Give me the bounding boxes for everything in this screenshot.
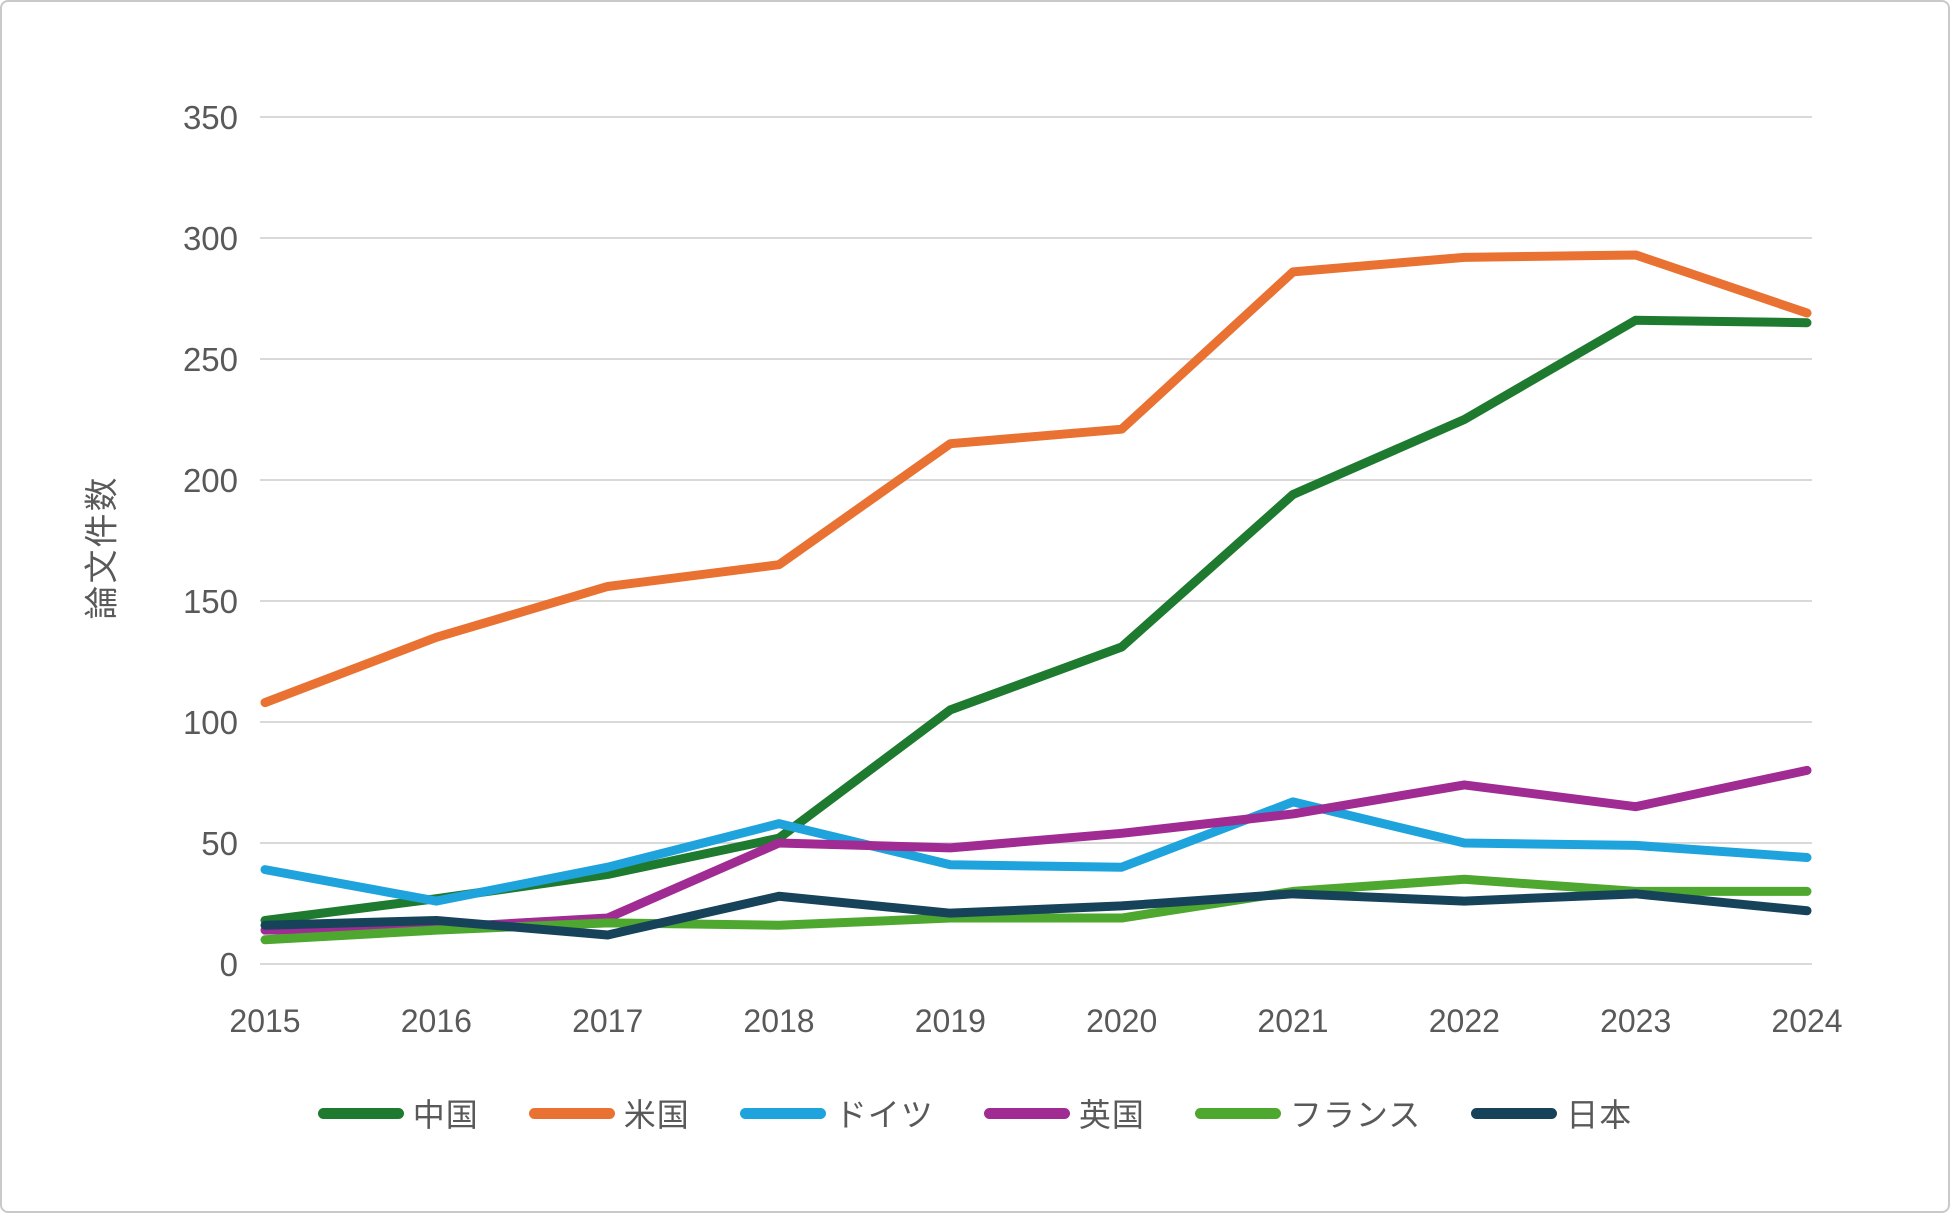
- x-tick-label: 2016: [401, 1003, 472, 1039]
- series-line-米国: [260, 250, 1812, 708]
- legend-item-france: フランス: [1194, 1090, 1422, 1136]
- y-tick-label: 0: [220, 946, 238, 983]
- y-tick-label: 50: [201, 825, 238, 862]
- y-tick-label: 200: [183, 462, 238, 499]
- legend-label: フランス: [1289, 1097, 1422, 1133]
- y-tick-label: 150: [183, 583, 238, 620]
- legend-item-germany: ドイツ: [739, 1090, 934, 1136]
- y-tick-label: 100: [183, 704, 238, 741]
- legend-item-uk: 英国: [983, 1090, 1145, 1136]
- x-tick-label: 2021: [1257, 1003, 1328, 1039]
- legend-swatch-icon: [739, 1107, 826, 1119]
- legend-label: 中国: [412, 1097, 479, 1133]
- legend-item-japan: 日本: [1471, 1090, 1632, 1136]
- legend-swatch-icon: [1471, 1107, 1558, 1119]
- x-tick-label: 2018: [743, 1003, 814, 1039]
- legend-swatch-icon: [528, 1107, 615, 1119]
- x-tick-label: 2017: [572, 1003, 643, 1039]
- x-tick-label: 2023: [1600, 1003, 1671, 1039]
- y-tick-label: 250: [183, 341, 238, 378]
- y-axis-title: 論文件数: [83, 475, 122, 620]
- series-line-ドイツ: [260, 797, 1812, 906]
- x-tick-label: 2015: [229, 1003, 300, 1039]
- legend-label: 米国: [623, 1097, 690, 1133]
- series-line-日本: [260, 889, 1812, 940]
- y-tick-label: 350: [183, 99, 238, 136]
- x-tick-label: 2019: [915, 1003, 986, 1039]
- legend-label: ドイツ: [834, 1097, 934, 1133]
- x-tick-label: 2022: [1429, 1003, 1500, 1039]
- legend-swatch-icon: [317, 1107, 404, 1119]
- x-tick-label: 2024: [1771, 1003, 1842, 1039]
- legend-swatch-icon: [1194, 1107, 1281, 1119]
- y-tick-label: 300: [183, 220, 238, 257]
- legend-swatch-icon: [983, 1107, 1070, 1119]
- x-tick-label: 2020: [1086, 1003, 1157, 1039]
- legend: 中国 米国 ドイツ 英国 フランス 日本: [2, 1090, 1948, 1136]
- legend-label: 英国: [1078, 1097, 1145, 1133]
- legend-item-china: 中国: [317, 1090, 479, 1136]
- legend-label: 日本: [1566, 1097, 1633, 1133]
- legend-item-usa: 米国: [528, 1090, 690, 1136]
